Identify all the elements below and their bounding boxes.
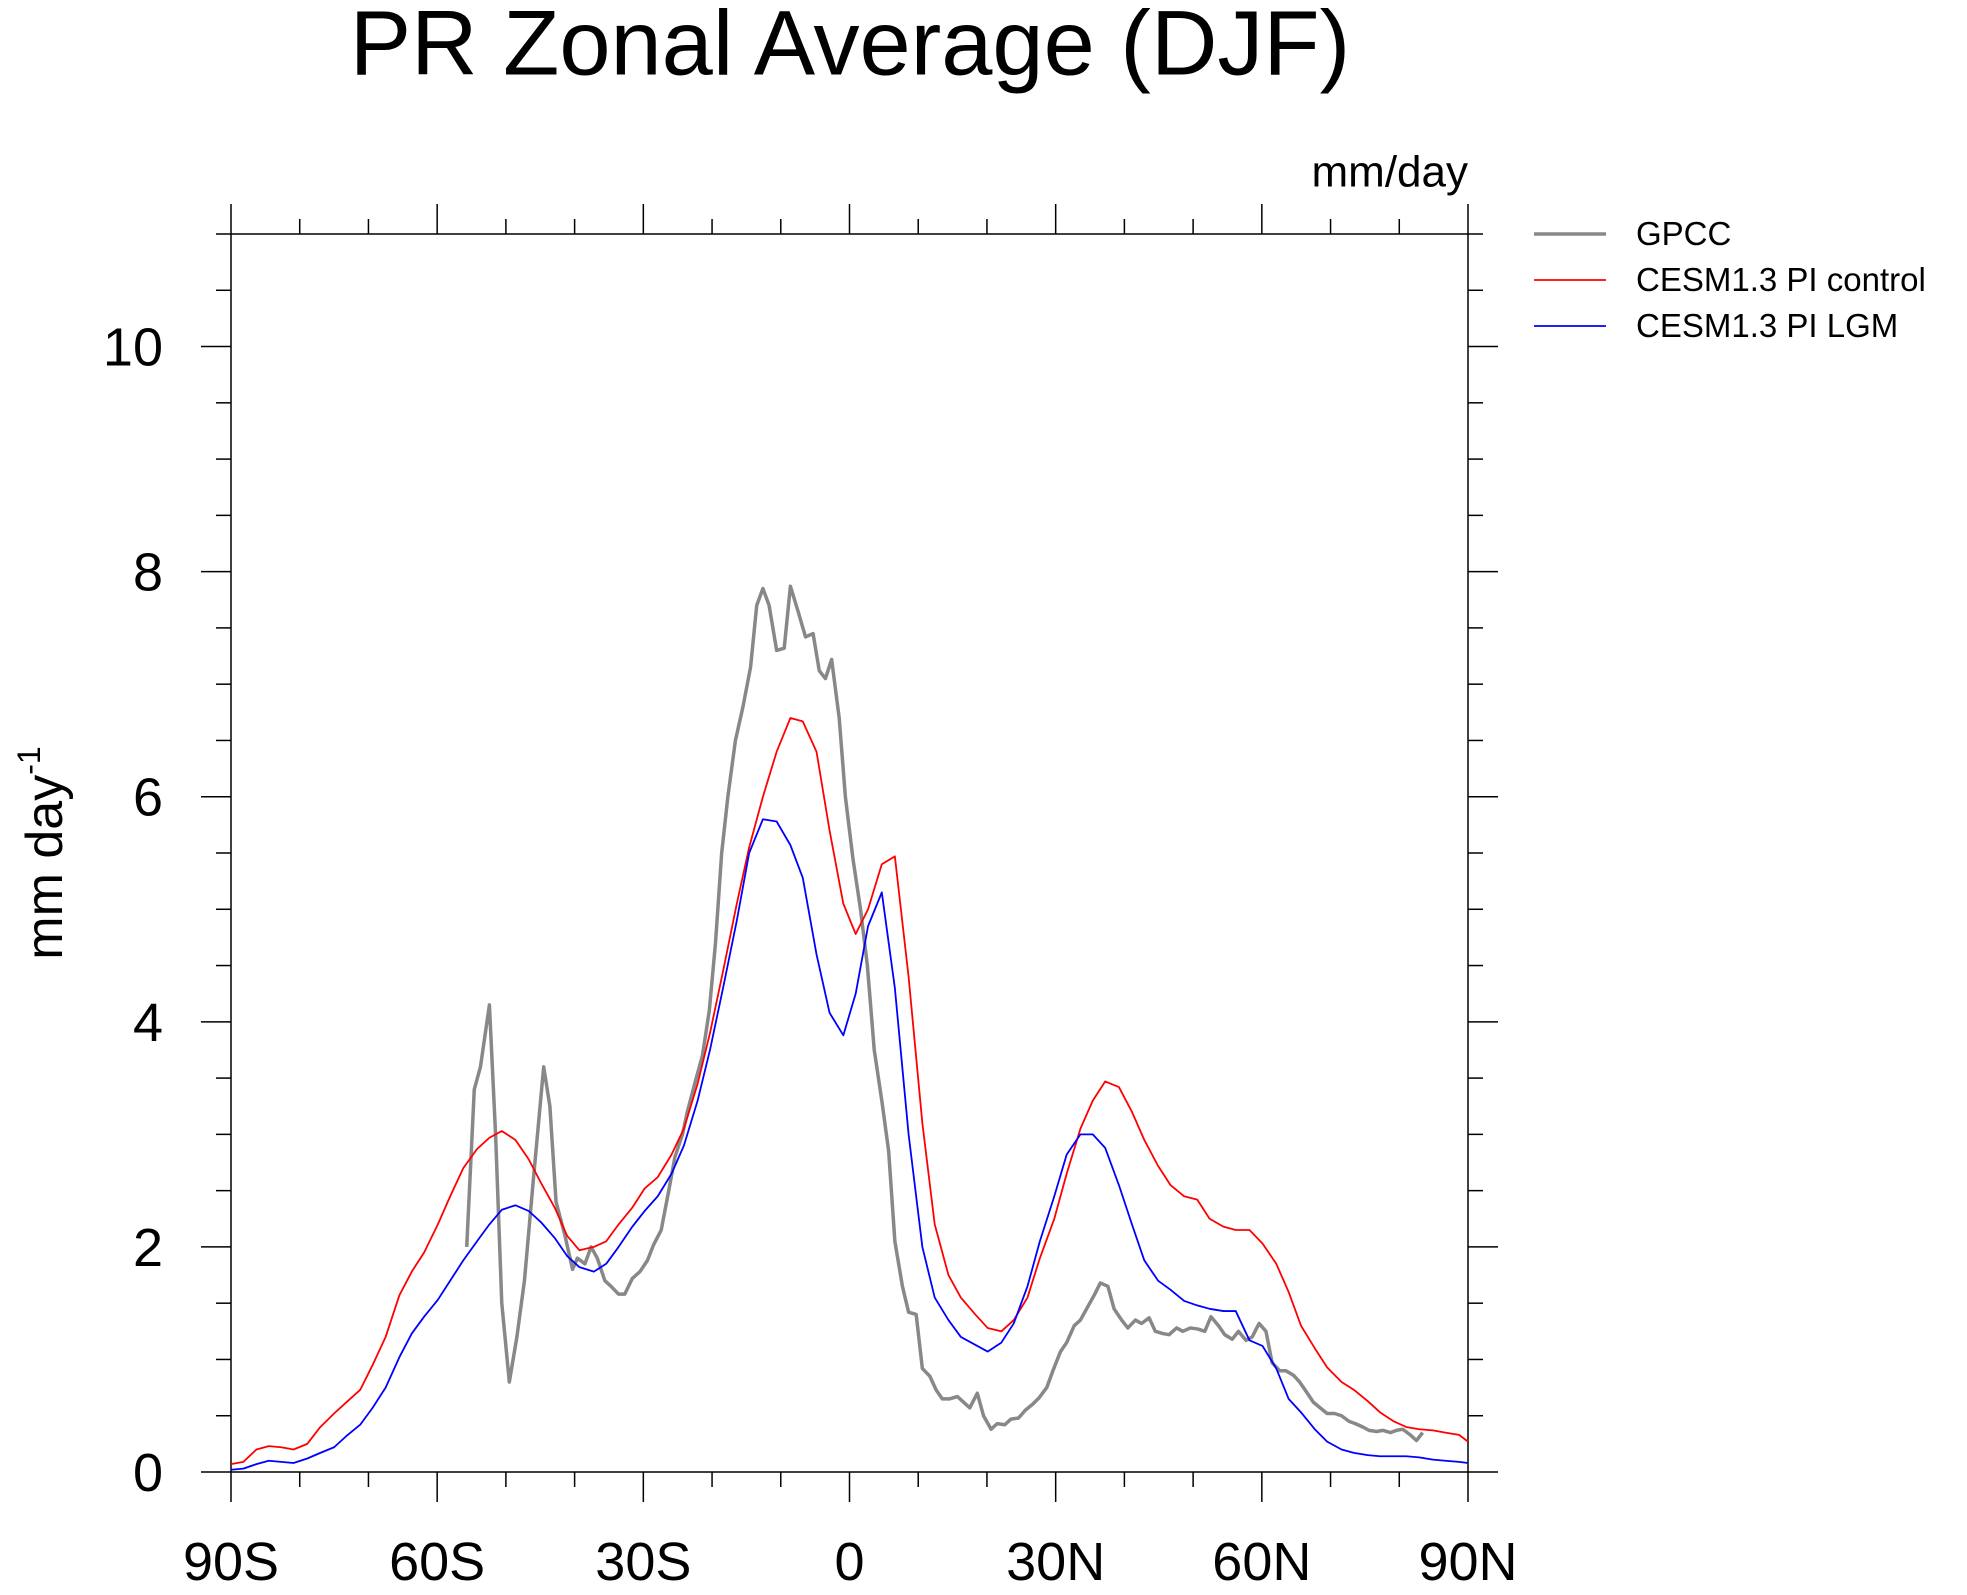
y-tick-label: 10 [103,318,163,378]
x-tick-label: 60N [1212,1532,1311,1592]
plot-frame [230,233,1469,1473]
series-line [230,818,1469,1471]
x-tick-label: 90N [1418,1532,1517,1592]
x-tick-label: 60S [389,1532,485,1592]
series-line [230,717,1469,1466]
x-tick-label: 90S [183,1532,279,1592]
series-line [464,584,1425,1443]
x-tick-label: 0 [834,1532,864,1592]
x-tick-label: 30N [1006,1532,1105,1592]
legend-label: CESM1.3 PI control [1636,261,1926,298]
chart-title: PR Zonal Average (DJF) [350,0,1350,94]
units-label: mm/day [1312,148,1468,197]
legend-label: CESM1.3 PI LGM [1636,307,1898,344]
y-tick-label: 6 [133,768,163,828]
y-tick-label: 4 [133,993,163,1053]
y-tick-label: 0 [133,1443,163,1503]
y-tick-label: 8 [133,543,163,603]
y-tick-label: 2 [133,1218,163,1278]
y-axis-label: mm day-1 [11,746,74,959]
legend-label: GPCC [1636,215,1731,252]
y-axis-label-sup: -1 [11,746,47,774]
x-tick-label: 30S [595,1532,691,1592]
y-axis-label-main: mm day [16,775,74,960]
